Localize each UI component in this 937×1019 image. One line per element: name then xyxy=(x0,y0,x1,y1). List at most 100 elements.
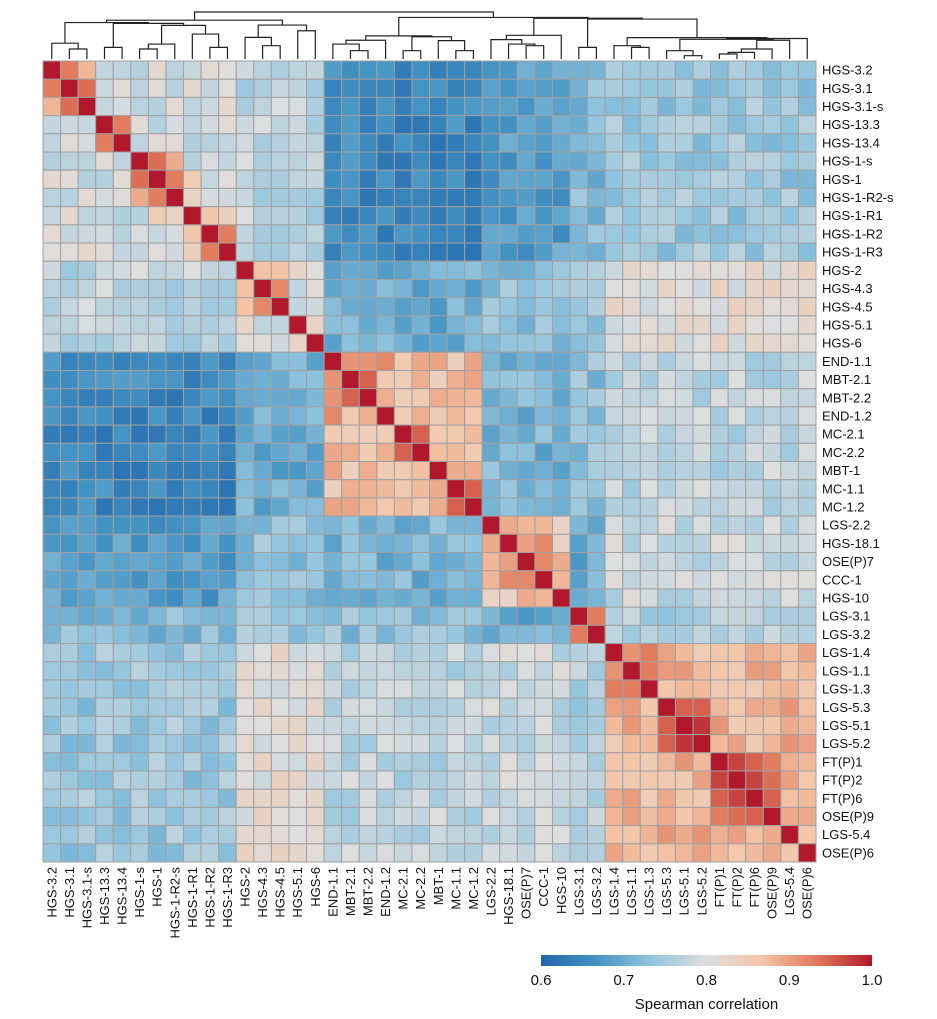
heatmap-cell-31-37 xyxy=(692,624,712,645)
heatmap-cell-12-12 xyxy=(253,278,272,299)
heatmap-cell-23-42 xyxy=(780,479,799,499)
heatmap-cell-18-29 xyxy=(551,388,571,408)
heatmap-cell-20-37 xyxy=(692,424,712,444)
heatmap-cell-42-16 xyxy=(323,825,343,845)
heatmap-cell-23-29 xyxy=(551,479,571,499)
heatmap-cell-7-12 xyxy=(253,187,272,208)
heatmap-cell-22-39 xyxy=(727,461,747,481)
heatmap-cell-33-31 xyxy=(587,661,606,681)
heatmap-cell-18-32 xyxy=(604,388,624,408)
heatmap-cell-41-40 xyxy=(745,806,764,827)
heatmap-cell-26-1 xyxy=(60,533,79,554)
heatmap-cell-38-6 xyxy=(147,752,167,772)
heatmap-cell-5-23 xyxy=(446,151,466,171)
heatmap-cell-19-42 xyxy=(780,406,799,426)
heatmap-cell-34-39 xyxy=(727,679,747,699)
heatmap-cell-34-38 xyxy=(710,679,729,699)
heatmap-cell-3-39 xyxy=(727,115,747,135)
heatmap-cell-26-23 xyxy=(446,533,466,554)
heatmap-cell-33-3 xyxy=(95,661,114,681)
heatmap-cell-33-6 xyxy=(147,661,167,681)
heatmap-cell-30-34 xyxy=(639,606,659,626)
heatmap-cell-16-41 xyxy=(762,351,782,371)
heatmap-cell-15-12 xyxy=(253,333,272,353)
row-label: MBT-2.2 xyxy=(822,390,871,405)
heatmap-cell-24-1 xyxy=(60,497,79,517)
heatmap-cell-4-8 xyxy=(183,133,202,153)
heatmap-cell-34-23 xyxy=(446,679,466,699)
heatmap-cell-31-9 xyxy=(200,624,220,645)
heatmap-cell-30-15 xyxy=(306,606,325,626)
heatmap-cell-41-41 xyxy=(762,806,782,827)
heatmap-cell-26-9 xyxy=(200,533,220,554)
heatmap-cell-0-40 xyxy=(745,60,764,80)
dendrogram-branch xyxy=(64,21,150,44)
heatmap-cell-23-16 xyxy=(323,479,343,499)
heatmap-cell-14-28 xyxy=(534,315,553,335)
heatmap-cell-17-29 xyxy=(551,369,571,390)
heatmap-cell-28-13 xyxy=(270,570,290,590)
heatmap-cell-39-6 xyxy=(147,770,167,790)
heatmap-cell-9-21 xyxy=(411,224,430,244)
heatmap-cell-43-41 xyxy=(762,843,782,863)
heatmap-cell-12-34 xyxy=(639,278,659,299)
column-label: HGS-1-s xyxy=(132,867,147,918)
heatmap-cell-7-33 xyxy=(622,187,641,208)
heatmap-cell-36-6 xyxy=(147,715,167,736)
heatmap-cell-18-5 xyxy=(130,388,149,408)
heatmap-cell-34-29 xyxy=(551,679,571,699)
heatmap-cell-26-35 xyxy=(657,533,676,554)
heatmap-cell-28-2 xyxy=(77,570,97,590)
heatmap-cell-29-13 xyxy=(270,588,290,608)
dendrogram-branch xyxy=(51,42,79,59)
heatmap-cell-15-7 xyxy=(165,333,185,353)
heatmap-cell-42-2 xyxy=(77,825,97,845)
heatmap-cell-23-5 xyxy=(130,479,149,499)
heatmap-cell-8-15 xyxy=(306,206,325,226)
heatmap-cell-30-36 xyxy=(674,606,694,626)
heatmap-cell-6-39 xyxy=(727,169,747,189)
heatmap-cell-24-10 xyxy=(218,497,237,517)
heatmap-cell-35-27 xyxy=(516,697,536,717)
heatmap-cell-13-35 xyxy=(657,297,676,317)
heatmap-cell-21-3 xyxy=(95,442,114,462)
heatmap-cell-21-28 xyxy=(534,442,553,462)
heatmap-cell-21-10 xyxy=(218,442,237,462)
heatmap-cell-17-16 xyxy=(323,369,343,390)
heatmap-cell-42-31 xyxy=(587,825,606,845)
heatmap-cell-30-18 xyxy=(358,606,378,626)
heatmap-cell-12-5 xyxy=(130,278,149,299)
heatmap-cell-28-40 xyxy=(745,570,764,590)
heatmap-cell-6-16 xyxy=(323,169,343,189)
heatmap-cell-1-28 xyxy=(534,78,553,98)
heatmap-cell-39-35 xyxy=(657,770,676,790)
heatmap-cell-26-34 xyxy=(639,533,659,554)
heatmap-cell-23-6 xyxy=(147,479,167,499)
heatmap-cell-9-36 xyxy=(674,224,694,244)
heatmap-cell-26-16 xyxy=(323,533,343,554)
heatmap-cell-8-18 xyxy=(358,206,378,226)
heatmap-cell-10-30 xyxy=(569,242,589,262)
heatmap-cell-29-42 xyxy=(780,588,799,608)
heatmap-cell-30-3 xyxy=(95,606,114,626)
heatmap-cell-42-11 xyxy=(235,825,255,845)
heatmap-cell-35-12 xyxy=(253,697,272,717)
heatmap-cell-1-41 xyxy=(762,78,782,98)
heatmap-cell-40-7 xyxy=(165,788,185,808)
heatmap-cell-12-3 xyxy=(95,278,114,299)
heatmap-cell-35-9 xyxy=(200,697,220,717)
heatmap-cell-24-14 xyxy=(288,497,308,517)
heatmap-cell-43-11 xyxy=(235,843,255,863)
heatmap-cell-2-33 xyxy=(622,96,641,117)
heatmap-cell-1-42 xyxy=(780,78,799,98)
heatmap-cell-32-41 xyxy=(762,643,782,663)
heatmap-cell-32-19 xyxy=(376,643,395,663)
heatmap-cell-41-4 xyxy=(112,806,132,827)
heatmap-cell-3-4 xyxy=(112,115,132,135)
heatmap-cell-14-19 xyxy=(376,315,395,335)
column-label: HGS-3.2 xyxy=(44,867,59,918)
heatmap-cell-37-40 xyxy=(745,734,764,754)
heatmap-cell-15-3 xyxy=(95,333,114,353)
heatmap-cell-1-7 xyxy=(165,78,185,98)
heatmap-cell-17-20 xyxy=(393,369,413,390)
